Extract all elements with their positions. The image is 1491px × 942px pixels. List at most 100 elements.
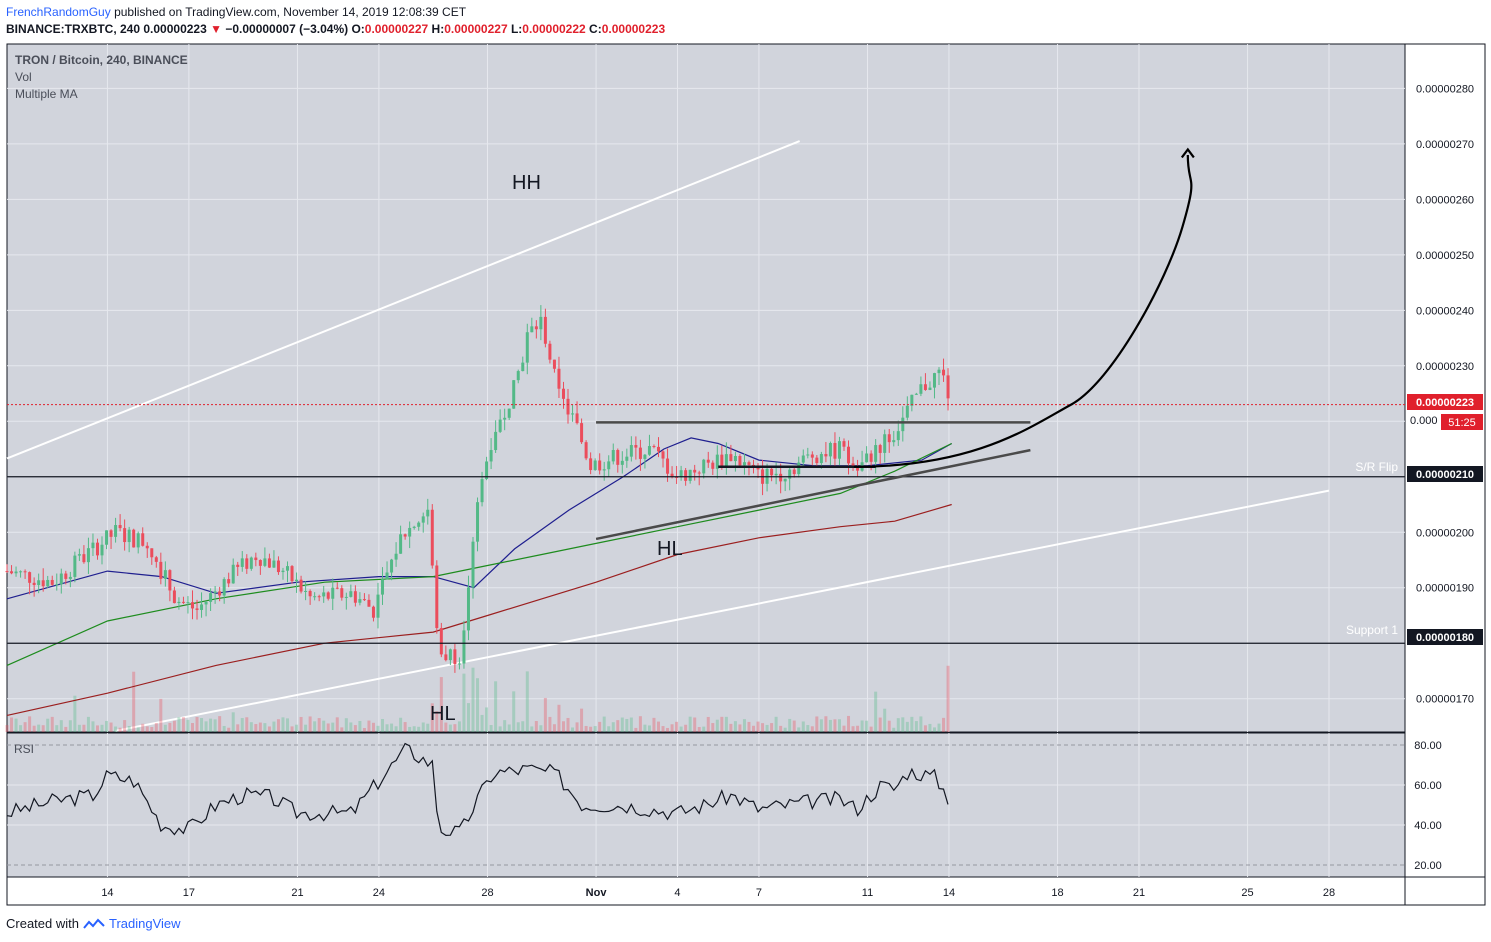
candle-body	[32, 582, 36, 585]
candle-body	[937, 369, 941, 374]
candle-body	[154, 557, 158, 562]
candle-body	[100, 544, 104, 556]
candle-body	[711, 462, 715, 469]
volume-bar	[448, 724, 452, 732]
candle-body	[489, 450, 493, 462]
volume-bar	[28, 716, 32, 732]
volume-bar	[507, 724, 511, 732]
volume-bar	[59, 720, 63, 732]
volume-bar	[362, 727, 366, 732]
support-1-tag	[1407, 629, 1483, 645]
candle-body	[358, 599, 362, 603]
o-label: O:	[351, 22, 365, 36]
candle-body	[258, 560, 262, 566]
volume-bar	[371, 722, 375, 732]
tradingview-link[interactable]: TradingView	[108, 916, 181, 931]
volume-bar	[457, 721, 461, 732]
volume-bar	[68, 720, 72, 732]
author-link[interactable]: FrenchRandomGuy	[6, 5, 111, 19]
volume-bar	[150, 726, 154, 732]
candle-body	[168, 570, 172, 591]
volume-bar	[73, 695, 77, 732]
volume-bar	[847, 715, 851, 732]
candle-body	[874, 445, 878, 462]
volume-bar	[331, 722, 335, 732]
price-scale[interactable]	[1404, 43, 1486, 878]
volume-bar	[181, 717, 185, 732]
volume-bar	[471, 667, 475, 732]
x-tick-label: 21	[1133, 887, 1145, 899]
volume-bar	[625, 718, 629, 732]
candle-body	[227, 579, 231, 584]
volume-bar	[661, 726, 665, 732]
volume-bar	[878, 717, 882, 732]
candle-body	[801, 455, 805, 463]
candle-body	[381, 579, 385, 595]
candle-body	[797, 462, 801, 475]
volume-bar	[204, 721, 208, 732]
volume-bar	[304, 724, 308, 732]
candle-body	[105, 530, 109, 545]
candle-body	[254, 557, 258, 561]
candle-body	[638, 447, 642, 459]
rsi-pane[interactable]	[6, 732, 1406, 878]
candle-body	[942, 369, 946, 376]
candle-body	[127, 529, 131, 543]
candle-body	[901, 417, 905, 432]
candle-body	[534, 326, 538, 330]
candle-body	[670, 473, 674, 477]
volume-bar	[638, 716, 642, 732]
volume-bar	[476, 678, 480, 732]
projection-curve	[853, 154, 1193, 468]
candle-body	[163, 570, 167, 579]
candle-body	[453, 649, 457, 665]
candle-body	[498, 419, 502, 432]
y-tick-label: 0.00000280	[1416, 83, 1474, 95]
c-label: C:	[589, 22, 602, 36]
l-label: L:	[510, 22, 523, 36]
volume-bar	[123, 720, 127, 732]
volume-bar	[177, 717, 181, 732]
volume-bar	[788, 718, 792, 732]
candle-body	[28, 572, 32, 583]
candle-body	[602, 469, 606, 471]
rsi-legend: RSI	[14, 742, 34, 756]
volume-bar	[313, 721, 317, 732]
candle-body	[394, 553, 398, 560]
symbol-label: BINANCE:TRXBTC, 240	[6, 22, 141, 36]
main-pane[interactable]	[6, 43, 1406, 733]
candle-body	[37, 580, 41, 585]
volume-bar	[942, 717, 946, 732]
candle-body	[842, 441, 846, 447]
volume-bar	[919, 716, 923, 732]
volume-bar	[910, 716, 914, 732]
candle-body	[349, 591, 353, 597]
sr-flip-tag-text: 0.00000210	[1416, 469, 1474, 481]
candle-body	[932, 373, 936, 388]
volume-bar	[724, 716, 728, 732]
volume-bar	[272, 721, 276, 732]
x-tick-label: 24	[373, 887, 385, 899]
volume-bar	[267, 726, 271, 732]
volume-bar	[353, 725, 357, 732]
candle-body	[792, 469, 796, 475]
volume-bar	[163, 724, 167, 732]
candle-body	[272, 560, 276, 568]
legend-title: TRON / Bitcoin, 240, BINANCE	[15, 53, 188, 67]
candle-body	[55, 584, 59, 586]
candle-body	[5, 571, 9, 573]
candle-body	[59, 573, 63, 585]
volume-bar	[684, 724, 688, 732]
volume-bar	[462, 673, 466, 732]
candle-body	[295, 579, 299, 582]
volume-bar	[774, 716, 778, 732]
candle-body	[267, 558, 271, 568]
time-axis[interactable]	[6, 876, 1406, 906]
volume-bar	[466, 703, 470, 732]
x-tick-label: 18	[1051, 887, 1063, 899]
volume-bar	[602, 716, 606, 732]
y-tick-label: 0.00000240	[1416, 305, 1474, 317]
volume-bar	[824, 716, 828, 732]
volume-bar	[647, 725, 651, 732]
